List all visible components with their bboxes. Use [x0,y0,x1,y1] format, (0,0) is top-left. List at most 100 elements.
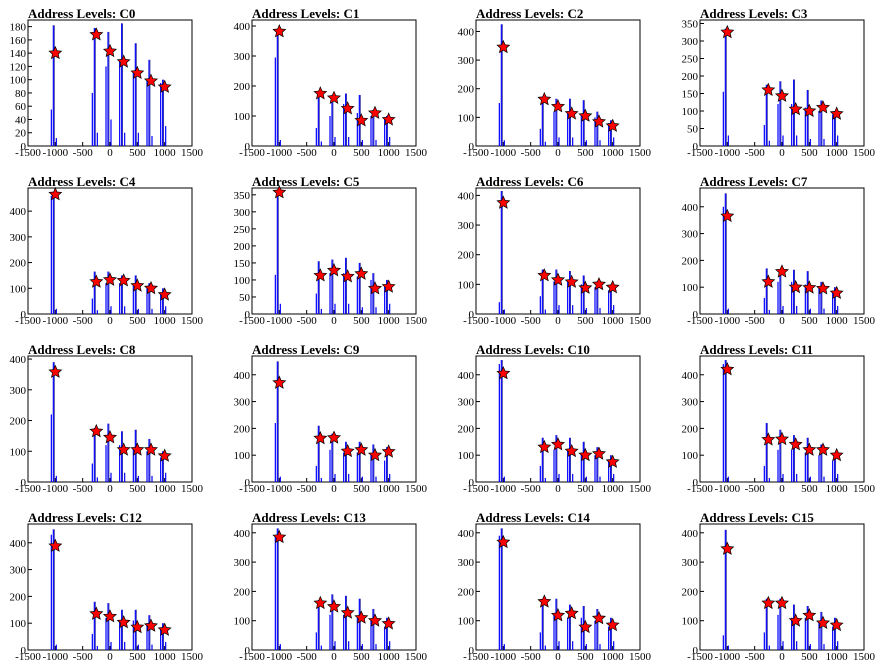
peak-marker [157,622,172,636]
x-tick-label: 1500 [853,315,876,327]
peak-marker [537,268,552,282]
peak-marker [537,91,552,106]
histogram-chart: Address Levels: C15 0 100 200 300 400 -1500 -10… [682,510,876,663]
y-tick-label: 200 [458,84,475,96]
x-tick-label: -1000 [42,147,68,159]
peak-marker [48,187,63,201]
y-tick-label: 400 [234,21,251,33]
y-tick-label: 400 [10,206,27,218]
histogram-panel: Address Levels: C7 0 100 200 300 400 -1500 -100… [672,168,896,336]
x-tick-label: -500 [297,483,318,495]
y-tick-label: 300 [682,36,699,48]
x-tick-label: 500 [577,147,594,159]
x-tick-label: -1000 [714,315,740,327]
chart-title: Address Levels: C4 [28,174,136,189]
peak-marker [116,273,131,287]
peak-marker [802,442,817,456]
x-tick-label: 1000 [826,483,849,495]
peak-marker [381,616,396,630]
x-tick-label: 0 [107,651,113,663]
y-tick-label: 300 [234,51,251,63]
x-tick-label: 500 [353,147,370,159]
x-tick-label: -500 [521,651,542,663]
histogram-chart: Address Levels: C6 0 100 200 300 400 -1500 -100… [458,174,652,327]
y-tick-label: 300 [234,207,251,219]
peak-marker [761,82,776,97]
peak-marker [143,280,159,295]
plot-frame [699,355,865,483]
y-tick-label: 0 [245,141,251,153]
peak-marker [802,608,817,622]
x-tick-label: 1000 [378,147,401,159]
x-tick-label: -1500 [15,483,41,495]
x-tick-label: -500 [521,483,542,495]
peak-marker [89,274,104,288]
x-tick-label: -1500 [687,315,713,327]
peak-marker [578,619,593,634]
y-tick-label: 150 [234,258,251,270]
peak-marker [326,430,342,444]
peak-marker [578,447,593,462]
peak-marker [815,100,831,114]
histogram-panel: Address Levels: C2 0 100 200 300 400 -1500 -100… [448,0,672,168]
peak-marker [829,447,844,462]
x-tick-label: 1500 [853,147,876,159]
y-tick-label: 200 [234,423,251,435]
x-tick-label: -1500 [687,651,713,663]
y-tick-label: 100 [10,446,27,458]
x-tick-label: -1500 [239,315,265,327]
x-tick-label: 1500 [405,147,428,159]
x-tick-label: 1500 [629,651,652,663]
x-tick-label: -1500 [463,483,489,495]
histogram-chart: Address Levels: C7 0 100 200 300 400 -1500 -100… [682,174,876,327]
y-tick-label: 300 [10,385,27,397]
x-tick-label: 1500 [181,315,204,327]
peak-marker [761,432,776,446]
x-tick-label: 1000 [602,651,625,663]
peak-marker [496,366,511,380]
y-tick-label: 0 [469,141,475,153]
y-tick-label: 50 [239,292,251,304]
x-tick-label: -1500 [463,651,489,663]
peak-marker [157,287,172,301]
plot-frame [251,355,417,483]
peak-marker [788,279,803,294]
x-tick-label: -1500 [687,147,713,159]
x-tick-label: 1000 [378,651,401,663]
y-tick-label: 100 [234,111,251,123]
chart-title: Address Levels: C14 [476,510,590,525]
y-tick-label: 0 [245,645,251,657]
y-tick-label: 200 [458,586,475,598]
x-tick-label: 500 [353,651,370,663]
histogram-panel: Address Levels: C6 0 100 200 300 400 -1500 -100… [448,168,672,336]
x-tick-label: 1000 [154,651,177,663]
x-tick-label: -500 [73,147,94,159]
peak-marker [578,280,593,294]
y-tick-label: 0 [245,309,251,321]
x-tick-label: 1000 [826,147,849,159]
histogram-panel: Address Levels: C5 0 50 100 150 200 250 300 350 -… [224,168,448,336]
histogram-panel: Address Levels: C1 0 100 200 300 400 -1500 -100… [224,0,448,168]
x-tick-label: 0 [107,315,113,327]
peak-marker [340,443,355,458]
y-tick-label: 80 [15,88,27,100]
peak-marker [313,595,328,610]
y-tick-label: 0 [693,477,699,489]
peak-marker [774,88,790,102]
x-tick-label: 0 [779,483,785,495]
peak-marker [550,608,566,622]
chart-title: Address Levels: C1 [252,6,359,21]
peak-marker [381,279,396,293]
histogram-chart: Address Levels: C13 0 100 200 300 400 -1500 -10… [234,510,428,663]
peak-marker [720,208,735,223]
y-tick-label: 300 [234,397,251,409]
peak-marker [48,45,63,60]
y-tick-label: 0 [693,309,699,321]
y-tick-label: 0 [693,645,699,657]
x-tick-label: -1500 [687,483,713,495]
peak-marker [130,442,145,456]
y-tick-label: 300 [458,220,475,232]
peak-marker [130,619,145,634]
y-tick-label: 400 [234,528,251,540]
